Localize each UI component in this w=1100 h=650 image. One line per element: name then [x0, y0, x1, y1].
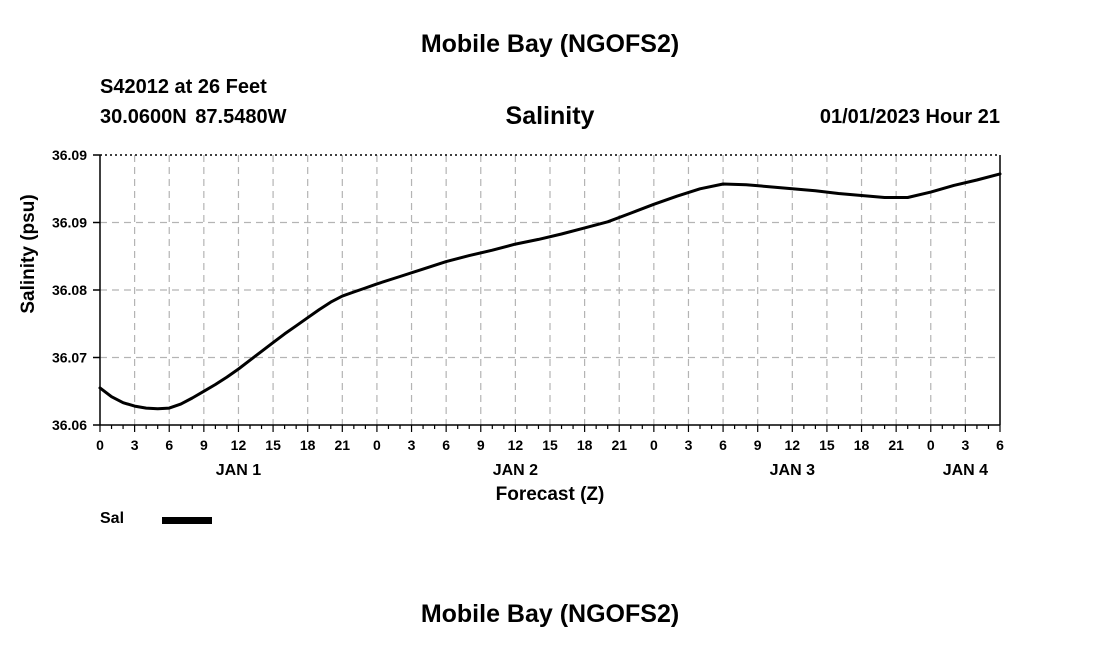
x-tick-label: 18 [854, 437, 870, 453]
y-tick-label: 36.09 [52, 215, 87, 231]
x-tick-label: 9 [200, 437, 208, 453]
x-tick-label: 3 [131, 437, 139, 453]
y-tick-label: 36.08 [52, 282, 87, 298]
x-tick-label: 15 [542, 437, 558, 453]
x-tick-label: 0 [96, 437, 104, 453]
x-axis-label: Forecast (Z) [496, 484, 605, 505]
legend-label: Sal [100, 510, 125, 527]
date-label: JAN 2 [493, 462, 538, 479]
date-label: JAN 1 [216, 462, 261, 479]
date-label: JAN 4 [943, 462, 988, 479]
x-tick-label: 18 [300, 437, 316, 453]
x-tick-label: 6 [719, 437, 727, 453]
y-axis-ticks: 36.06 36.07 36.08 36.09 36.09 [52, 147, 100, 433]
x-tick-label: 6 [442, 437, 450, 453]
coordinates-label: 30.0600N 87.5480W [100, 106, 287, 128]
x-tick-label: 18 [577, 437, 593, 453]
station-label: S42012 at 26 Feet [100, 76, 267, 98]
x-tick-label: 15 [819, 437, 835, 453]
x-tick-label: 21 [611, 437, 627, 453]
y-axis-label: Salinity (psu) [18, 194, 39, 313]
date-label: JAN 3 [770, 462, 815, 479]
footer-title: Mobile Bay (NGOFS2) [420, 600, 680, 628]
legend-swatch [162, 517, 212, 524]
x-axis-ticks: 0 3 6 9 12 15 18 21 0 3 6 9 12 15 18 21 0 3 6 9 12 15 18 21 0 3 6 [96, 425, 1004, 453]
y-tick-label: 36.07 [52, 350, 87, 366]
y-tick-label: 36.09 [52, 147, 87, 163]
x-tick-label: 0 [650, 437, 658, 453]
grid-lines [100, 154, 1000, 425]
forecast-datetime: 01/01/2023 Hour 21 [819, 106, 1000, 128]
x-tick-label: 3 [685, 437, 693, 453]
x-tick-label: 21 [888, 437, 904, 453]
y-tick-label: 36.06 [52, 417, 87, 433]
x-tick-label: 9 [754, 437, 762, 453]
x-tick-label: 9 [477, 437, 485, 453]
x-tick-label: 6 [165, 437, 173, 453]
page-title: Mobile Bay (NGOFS2) [420, 30, 680, 58]
x-tick-label: 15 [265, 437, 281, 453]
x-tick-label: 0 [927, 437, 935, 453]
x-tick-label: 12 [231, 437, 247, 453]
series-line-sal [98, 172, 1002, 411]
x-tick-label: 3 [961, 437, 969, 453]
series-layer [98, 172, 1002, 411]
x-tick-label: 12 [508, 437, 524, 453]
date-labels: JAN 1 JAN 2 JAN 3 JAN 4 [216, 462, 988, 479]
x-tick-label: 6 [996, 437, 1004, 453]
x-tick-label: 12 [785, 437, 801, 453]
chart-title: Salinity [505, 102, 595, 130]
x-tick-label: 0 [373, 437, 381, 453]
x-tick-label: 3 [408, 437, 416, 453]
x-tick-label: 21 [335, 437, 351, 453]
